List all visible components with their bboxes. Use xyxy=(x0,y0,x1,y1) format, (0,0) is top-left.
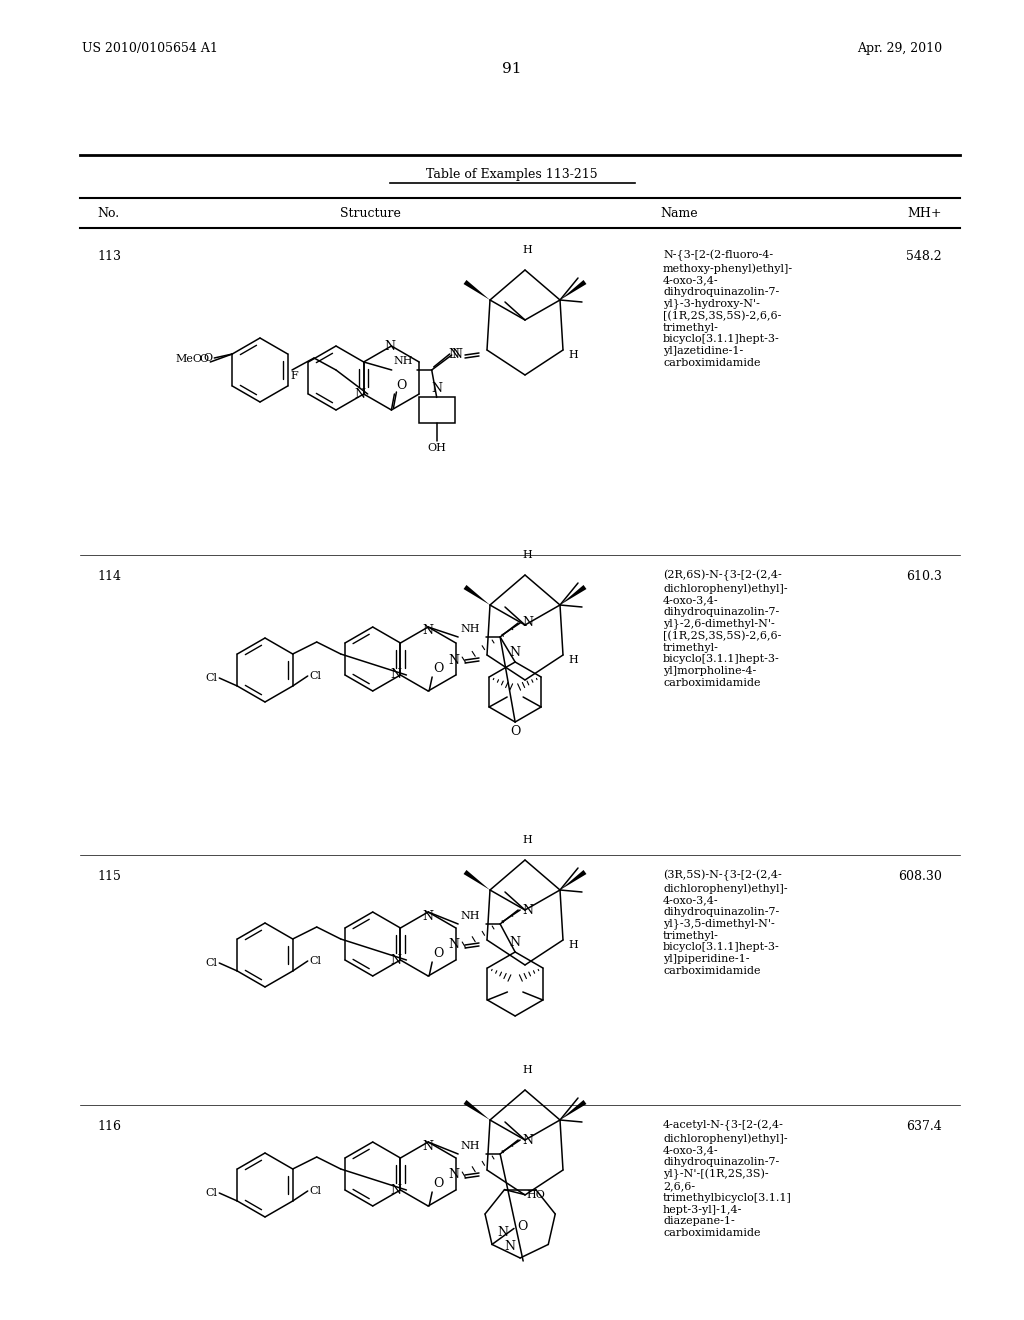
Text: N: N xyxy=(510,936,520,949)
Text: O: O xyxy=(203,352,212,363)
Text: H: H xyxy=(522,246,531,255)
Polygon shape xyxy=(560,1100,587,1119)
Text: N: N xyxy=(449,348,459,362)
Text: 113: 113 xyxy=(97,249,121,263)
Text: 608.30: 608.30 xyxy=(898,870,942,883)
Text: 115: 115 xyxy=(97,870,121,883)
Text: 637.4: 637.4 xyxy=(906,1119,942,1133)
Text: O: O xyxy=(433,663,443,675)
Text: Apr. 29, 2010: Apr. 29, 2010 xyxy=(857,42,942,55)
Text: N: N xyxy=(504,1239,515,1253)
Text: N: N xyxy=(449,1168,459,1181)
Text: Cl: Cl xyxy=(309,1185,322,1196)
Text: NH: NH xyxy=(460,911,479,921)
Text: N: N xyxy=(390,953,401,966)
Text: N: N xyxy=(423,1139,433,1152)
Text: 610.3: 610.3 xyxy=(906,570,942,583)
Text: H: H xyxy=(568,940,578,950)
Text: N: N xyxy=(452,348,463,362)
Text: 548.2: 548.2 xyxy=(906,249,942,263)
Text: N: N xyxy=(423,909,433,923)
Polygon shape xyxy=(560,870,587,890)
Polygon shape xyxy=(560,280,587,300)
Text: MeO: MeO xyxy=(175,354,203,364)
Text: NH: NH xyxy=(393,356,414,366)
Text: NH: NH xyxy=(460,1140,479,1151)
Text: No.: No. xyxy=(97,207,119,220)
Text: N: N xyxy=(522,903,534,916)
Text: H: H xyxy=(568,350,578,360)
Text: MH+: MH+ xyxy=(907,207,942,220)
Text: 114: 114 xyxy=(97,570,121,583)
Text: Cl: Cl xyxy=(309,671,322,681)
Text: N: N xyxy=(449,939,459,952)
Text: H: H xyxy=(522,836,531,845)
Text: N: N xyxy=(431,383,442,396)
Text: N: N xyxy=(390,668,401,681)
Text: N: N xyxy=(449,653,459,667)
Text: HO: HO xyxy=(526,1189,546,1200)
Text: NH: NH xyxy=(460,624,479,634)
Polygon shape xyxy=(464,1100,490,1119)
Text: N: N xyxy=(390,1184,401,1196)
Text: O: O xyxy=(510,725,520,738)
Text: Table of Examples 113-215: Table of Examples 113-215 xyxy=(426,168,598,181)
Text: H: H xyxy=(522,1065,531,1074)
Text: 91: 91 xyxy=(502,62,522,77)
Polygon shape xyxy=(464,585,490,605)
Text: N-{3-[2-(2-fluoro-4-
methoxy-phenyl)ethyl]-
4-oxo-3,4-
dihydroquinazolin-7-
yl}-: N-{3-[2-(2-fluoro-4- methoxy-phenyl)ethy… xyxy=(663,249,794,367)
Text: Name: Name xyxy=(660,207,697,220)
Polygon shape xyxy=(464,870,490,890)
Text: OH: OH xyxy=(427,442,446,453)
Polygon shape xyxy=(560,585,587,605)
Text: O: O xyxy=(517,1220,527,1233)
Polygon shape xyxy=(464,280,490,300)
Text: Structure: Structure xyxy=(340,207,400,220)
Text: H: H xyxy=(522,550,531,560)
Text: O: O xyxy=(199,354,208,364)
Text: 116: 116 xyxy=(97,1119,121,1133)
Text: N: N xyxy=(384,339,395,352)
Text: N: N xyxy=(354,388,366,400)
Text: N: N xyxy=(423,624,433,638)
Text: (2R,6S)-N-{3-[2-(2,4-
dichlorophenyl)ethyl]-
4-oxo-3,4-
dihydroquinazolin-7-
yl}: (2R,6S)-N-{3-[2-(2,4- dichlorophenyl)eth… xyxy=(663,570,787,688)
Text: US 2010/0105654 A1: US 2010/0105654 A1 xyxy=(82,42,218,55)
Text: N: N xyxy=(522,1134,534,1147)
Text: O: O xyxy=(396,379,407,392)
Text: N: N xyxy=(522,616,534,630)
Text: F: F xyxy=(291,371,298,381)
Text: O: O xyxy=(433,946,443,960)
Text: N: N xyxy=(497,1226,508,1239)
Text: Cl: Cl xyxy=(309,956,322,966)
Text: Cl: Cl xyxy=(205,958,217,968)
Text: H: H xyxy=(568,655,578,665)
Text: N: N xyxy=(510,645,520,659)
Text: (3R,5S)-N-{3-[2-(2,4-
dichlorophenyl)ethyl]-
4-oxo-3,4-
dihydroquinazolin-7-
yl}: (3R,5S)-N-{3-[2-(2,4- dichlorophenyl)eth… xyxy=(663,870,787,975)
Text: Cl: Cl xyxy=(205,1188,217,1199)
Text: O: O xyxy=(433,1177,443,1191)
Text: Cl: Cl xyxy=(205,673,217,682)
Text: 4-acetyl-N-{3-[2-(2,4-
dichlorophenyl)ethyl]-
4-oxo-3,4-
dihydroquinazolin-7-
yl: 4-acetyl-N-{3-[2-(2,4- dichlorophenyl)et… xyxy=(663,1119,792,1238)
